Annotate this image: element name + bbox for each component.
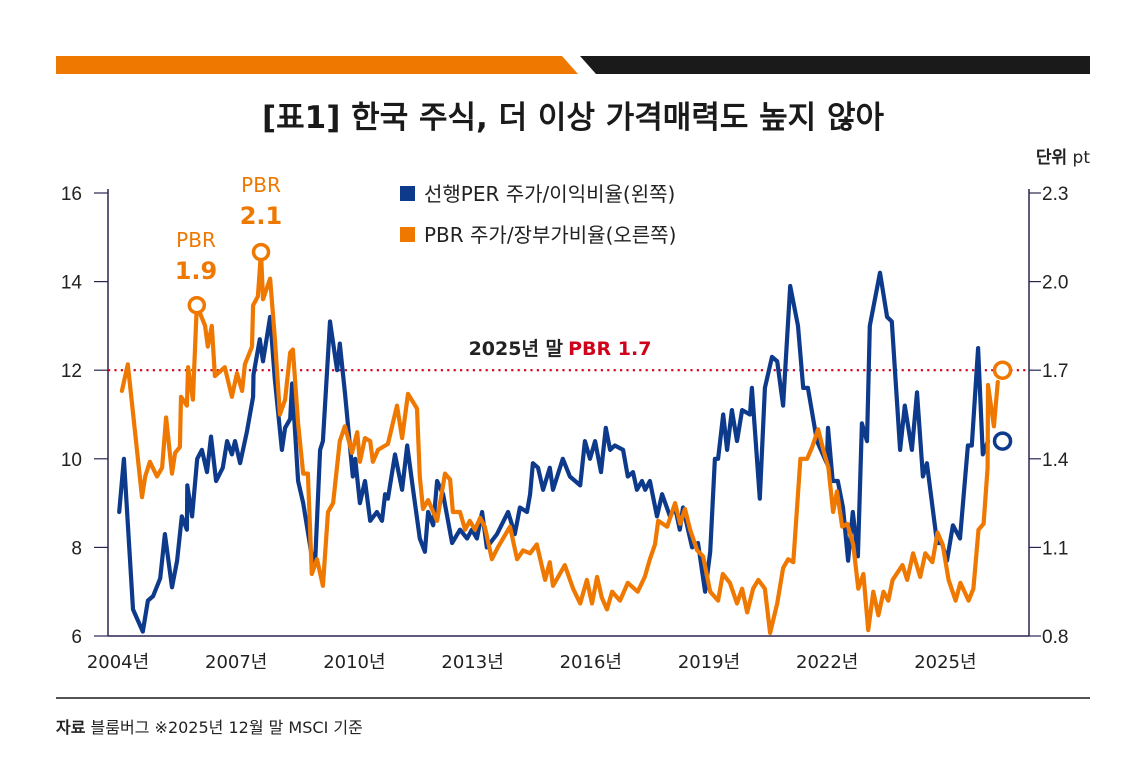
left-tick-label: 16 <box>61 184 82 205</box>
source-note: ※2025년 12월 말 MSCI 기준 <box>155 718 363 737</box>
left-tick-label: 12 <box>61 361 82 382</box>
reference-label-value: PBR 1.7 <box>568 338 651 360</box>
legend-swatch-pbr <box>400 227 415 242</box>
legend-swatch-per <box>400 186 415 201</box>
annotation-pbr-1-value: 1.9 <box>175 257 218 285</box>
end-marker-per <box>992 431 1013 451</box>
series-line-per <box>117 270 991 634</box>
annotation-marker-1 <box>187 295 207 315</box>
header-bar-dark <box>580 56 1090 74</box>
axes: 16 14 12 10 8 6 2.3 2.0 1.7 1.4 1.1 0.8 2004년 2007년 20… <box>61 184 1069 673</box>
right-tick-label: 0.8 <box>1042 627 1068 648</box>
legend-label-pbr: PBR 주가/장부가비율(오른쪽) <box>424 223 676 247</box>
x-tick-label: 2025년 <box>914 652 976 673</box>
legend: 선행PER 주가/이익비율(왼쪽) PBR 주가/장부가비율(오른쪽) <box>400 182 676 247</box>
right-tick-label: 1.7 <box>1042 361 1068 382</box>
reference-label-prefix: 2025년 말 <box>469 338 564 360</box>
left-tick-label: 14 <box>61 273 83 294</box>
left-tick-label: 6 <box>71 627 82 648</box>
right-tick-label: 2.3 <box>1042 184 1068 205</box>
annotation-pbr-2-label: PBR <box>241 173 281 197</box>
x-tick-label: 2016년 <box>560 652 622 673</box>
x-tick-label: 2004년 <box>87 652 149 673</box>
annotation-marker-2 <box>251 242 271 262</box>
right-tick-label: 1.1 <box>1042 538 1068 559</box>
left-tick-label: 8 <box>71 538 82 559</box>
unit-value: pt <box>1073 148 1091 168</box>
series-group <box>117 242 1013 636</box>
right-tick-label: 1.4 <box>1042 450 1069 471</box>
left-tick-label: 10 <box>61 450 82 471</box>
x-tick-label: 2022년 <box>796 652 858 673</box>
annotations: PBR 1.9 PBR 2.1 <box>175 173 283 285</box>
annotation-pbr-2-value: 2.1 <box>240 202 283 230</box>
source-label: 자료 <box>56 718 86 737</box>
chart-title: [표1] 한국 주식, 더 이상 가격매력도 높지 않아 <box>262 100 885 136</box>
x-tick-label: 2013년 <box>441 652 503 673</box>
right-tick-label: 2.0 <box>1042 273 1068 294</box>
annotation-pbr-1-label: PBR <box>176 228 216 252</box>
header-bar-orange <box>56 56 578 74</box>
series-line-pbr <box>119 250 1000 636</box>
x-tick-label: 2010년 <box>323 652 385 673</box>
unit-label: 단위 pt <box>1036 148 1090 168</box>
unit-label-text: 단위 <box>1036 148 1067 168</box>
legend-label-per: 선행PER 주가/이익비율(왼쪽) <box>424 182 675 206</box>
end-marker-pbr <box>992 360 1013 380</box>
reference-line-label: 2025년 말 PBR 1.7 <box>469 338 652 360</box>
footer-source: 자료 블룸버그 ※2025년 12월 말 MSCI 기준 <box>56 718 363 737</box>
source-name: 블룸버그 <box>91 718 150 737</box>
x-tick-label: 2019년 <box>678 652 740 673</box>
x-tick-label: 2007년 <box>205 652 267 673</box>
